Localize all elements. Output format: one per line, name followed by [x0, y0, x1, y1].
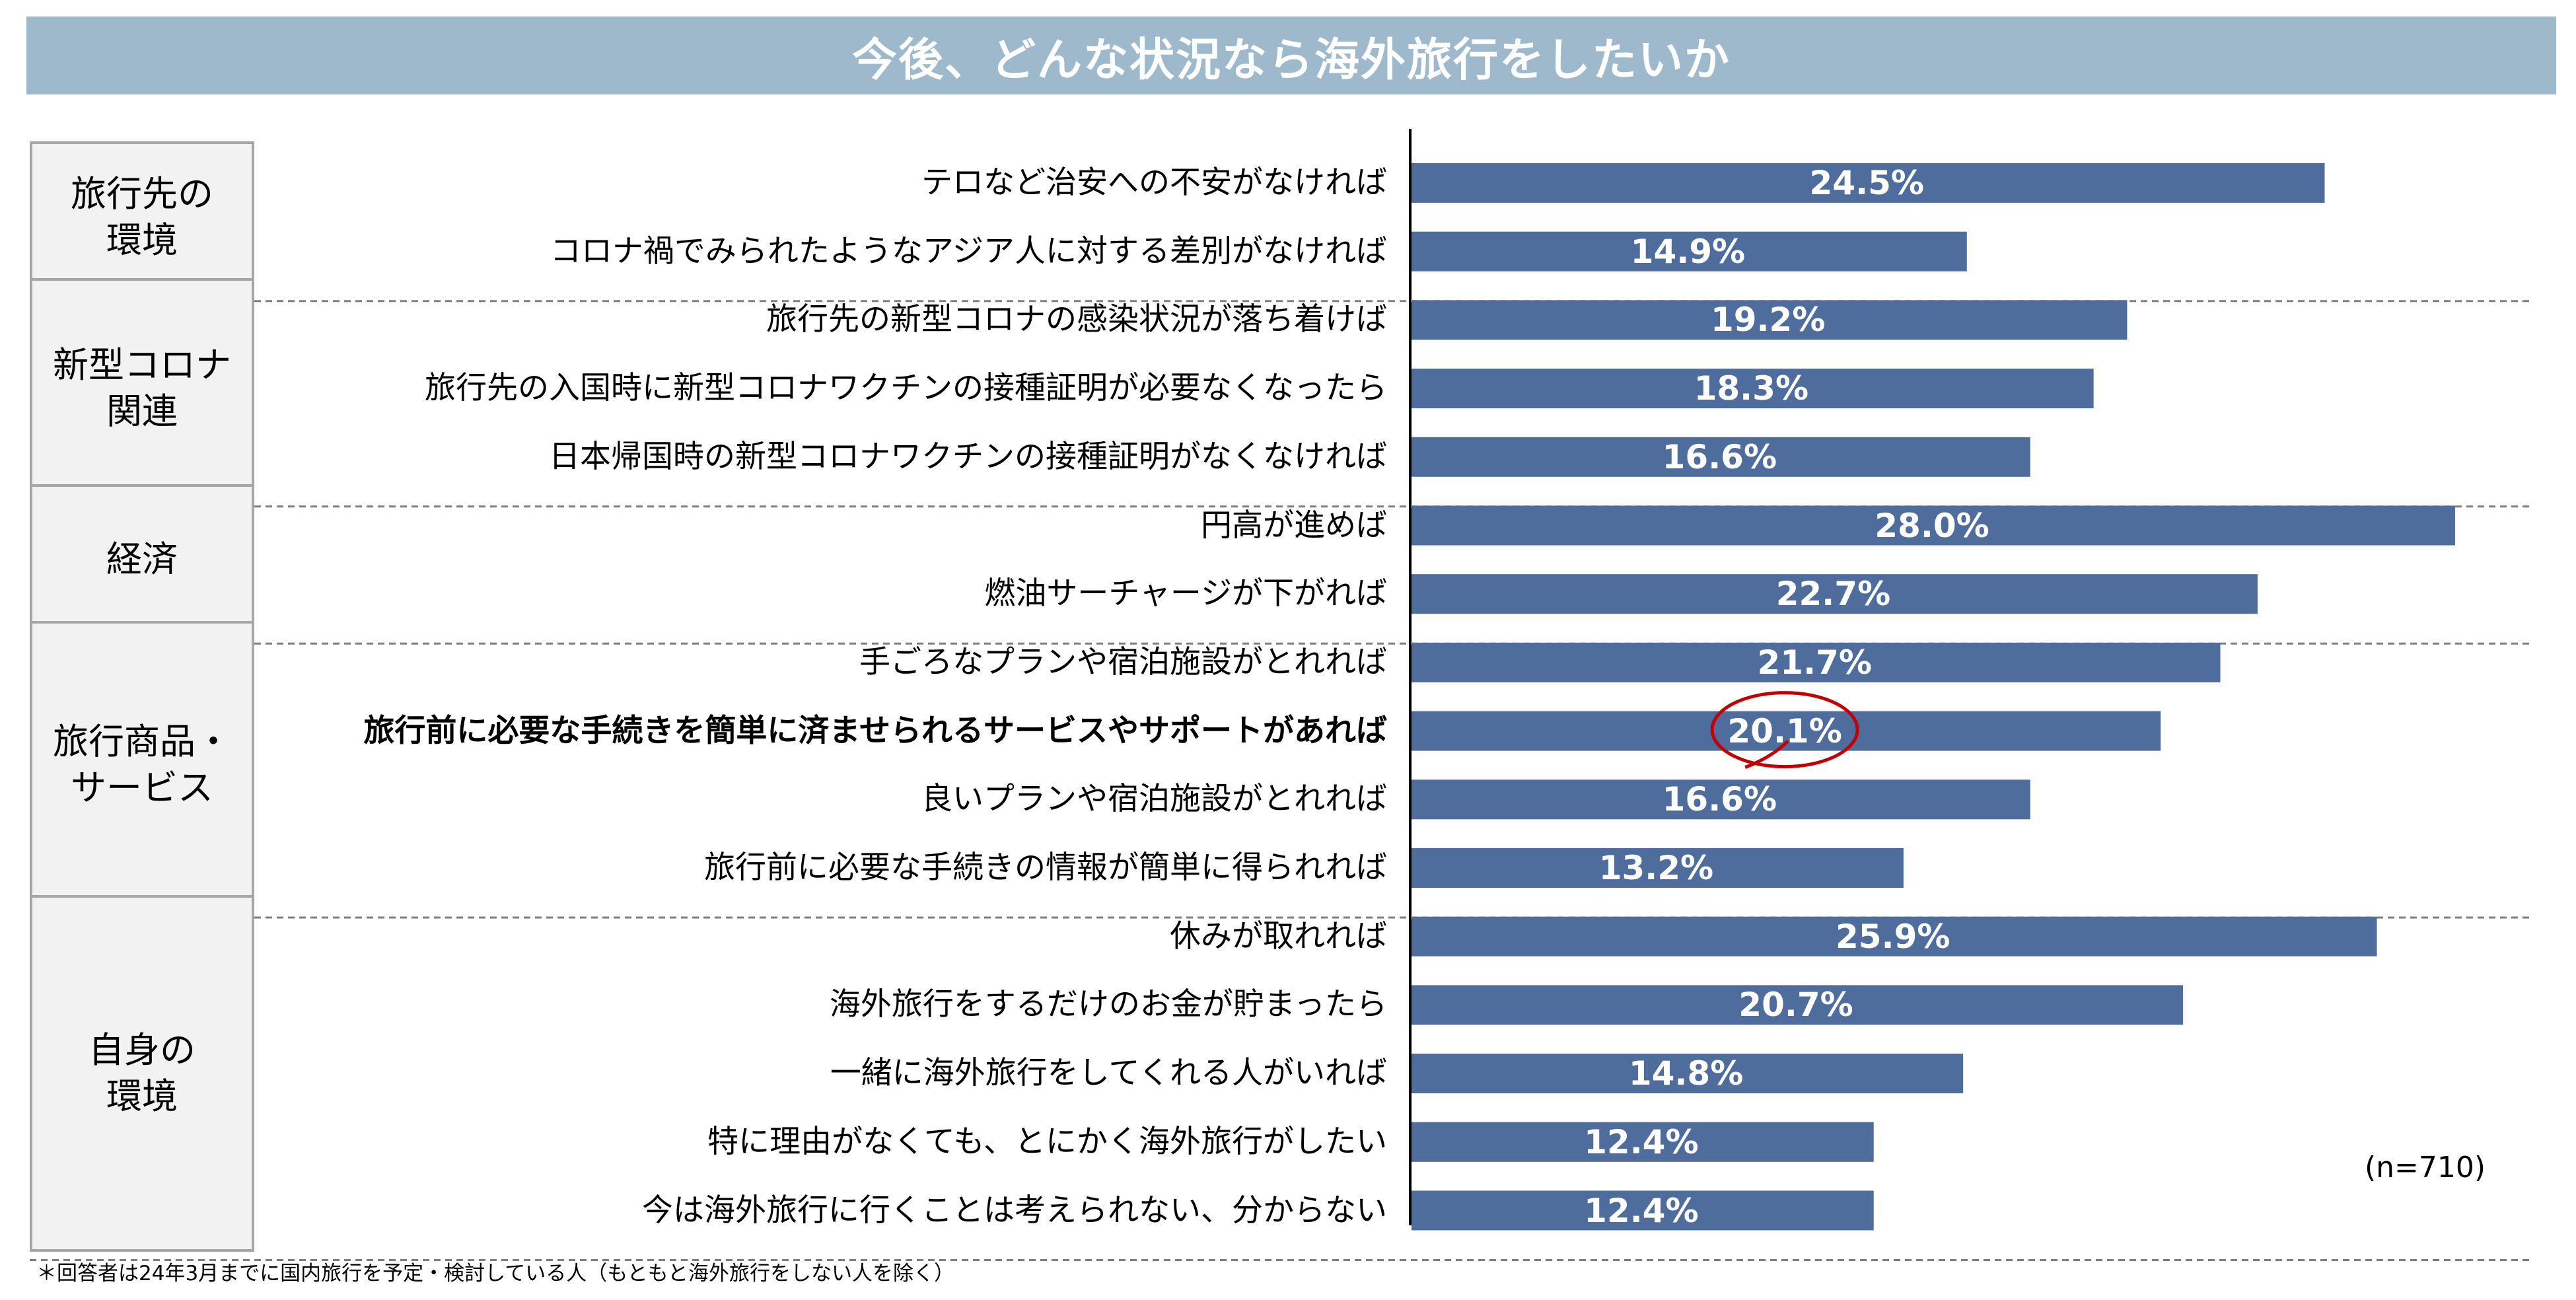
item-label: 今は海外旅行に行くことは考えられない、分からない [642, 1192, 1387, 1229]
bar [1412, 231, 1967, 271]
value-label: 12.4% [1584, 1191, 1699, 1230]
value-label: 16.6% [1662, 780, 1777, 819]
value-label: 24.5% [1809, 164, 1924, 202]
sample-size-note: (n=710) [2365, 1151, 2486, 1184]
item-label: 休みが取れれば [1170, 918, 1387, 955]
value-label: 22.7% [1775, 575, 1891, 614]
highlight-circle [1710, 691, 1859, 769]
category-group-label: 新型コロナ 関連 [30, 278, 254, 499]
value-label: 13.2% [1598, 849, 1714, 887]
bar [1412, 1122, 1874, 1162]
item-label: 一緒に海外旅行をしてくれる人がいれば [830, 1055, 1387, 1092]
value-label: 28.0% [1875, 506, 1989, 545]
bar [1412, 574, 2258, 614]
item-label: 旅行先の新型コロナの感染状況が落ち着けば [766, 301, 1387, 338]
bar [1412, 985, 2184, 1025]
footnote: ＊回答者は24年3月までに国内旅行を予定・検討している人（もともと海外旅行をしな… [36, 1262, 954, 1285]
item-label: 日本帰国時の新型コロナワクチンの接種証明がなくなければ [549, 438, 1387, 475]
bar [1412, 369, 2094, 409]
item-label: コロナ禍でみられたようなアジア人に対する差別がなければ [550, 233, 1387, 270]
highlight-circle-tail [1744, 739, 1789, 769]
bar [1412, 848, 1904, 888]
bar [1412, 505, 2455, 546]
bar [1412, 300, 2128, 340]
item-label: 燃油サーチャージが下がれば [984, 575, 1387, 612]
bar [1412, 163, 2325, 203]
value-label: 25.9% [1836, 917, 1950, 956]
value-label: 20.7% [1738, 986, 1853, 1025]
category-group-label: 旅行先の 環境 [30, 141, 254, 293]
chart-title: 今後、どんな状況なら海外旅行をしたいか [26, 17, 2556, 94]
item-label: 円高が進めば [1201, 507, 1387, 544]
bar [1412, 1054, 1964, 1094]
item-label: 手ごろなプランや宿泊施設がとれれば [859, 643, 1387, 680]
value-label: 20.1% [1727, 711, 1842, 750]
category-group-label: 旅行商品・ サービス [30, 620, 254, 910]
value-label: 18.3% [1694, 369, 1809, 408]
item-label: 特に理由がなくても、とにかく海外旅行がしたい [707, 1123, 1387, 1160]
bar [1412, 437, 2030, 477]
bar [1412, 916, 2377, 957]
value-label: 16.6% [1662, 437, 1777, 476]
value-label: 14.8% [1628, 1054, 1744, 1093]
item-label: 旅行前に必要な手続きを簡単に済ませられるサービスやサポートがあれば [363, 712, 1387, 749]
value-label: 12.4% [1584, 1122, 1699, 1161]
item-label: 海外旅行をするだけのお金が貯まったら [829, 986, 1387, 1023]
item-label: テロなど治安への不安がなければ [921, 164, 1387, 201]
item-label: 良いプランや宿泊施設がとれれば [921, 781, 1387, 818]
item-label: 旅行先の入国時に新型コロナワクチンの接種証明が必要なくなったら [425, 370, 1387, 407]
item-label: 旅行前に必要な手続きの情報が簡単に得られれば [704, 849, 1387, 886]
category-group-label: 自身の 環境 [30, 894, 254, 1252]
category-group-label: 経済 [30, 484, 254, 636]
value-label: 21.7% [1757, 643, 1872, 682]
bar [1412, 642, 2221, 682]
value-label: 19.2% [1710, 301, 1826, 340]
bar [1412, 779, 2030, 820]
bar [1412, 1190, 1874, 1231]
value-label: 14.9% [1630, 232, 1746, 271]
